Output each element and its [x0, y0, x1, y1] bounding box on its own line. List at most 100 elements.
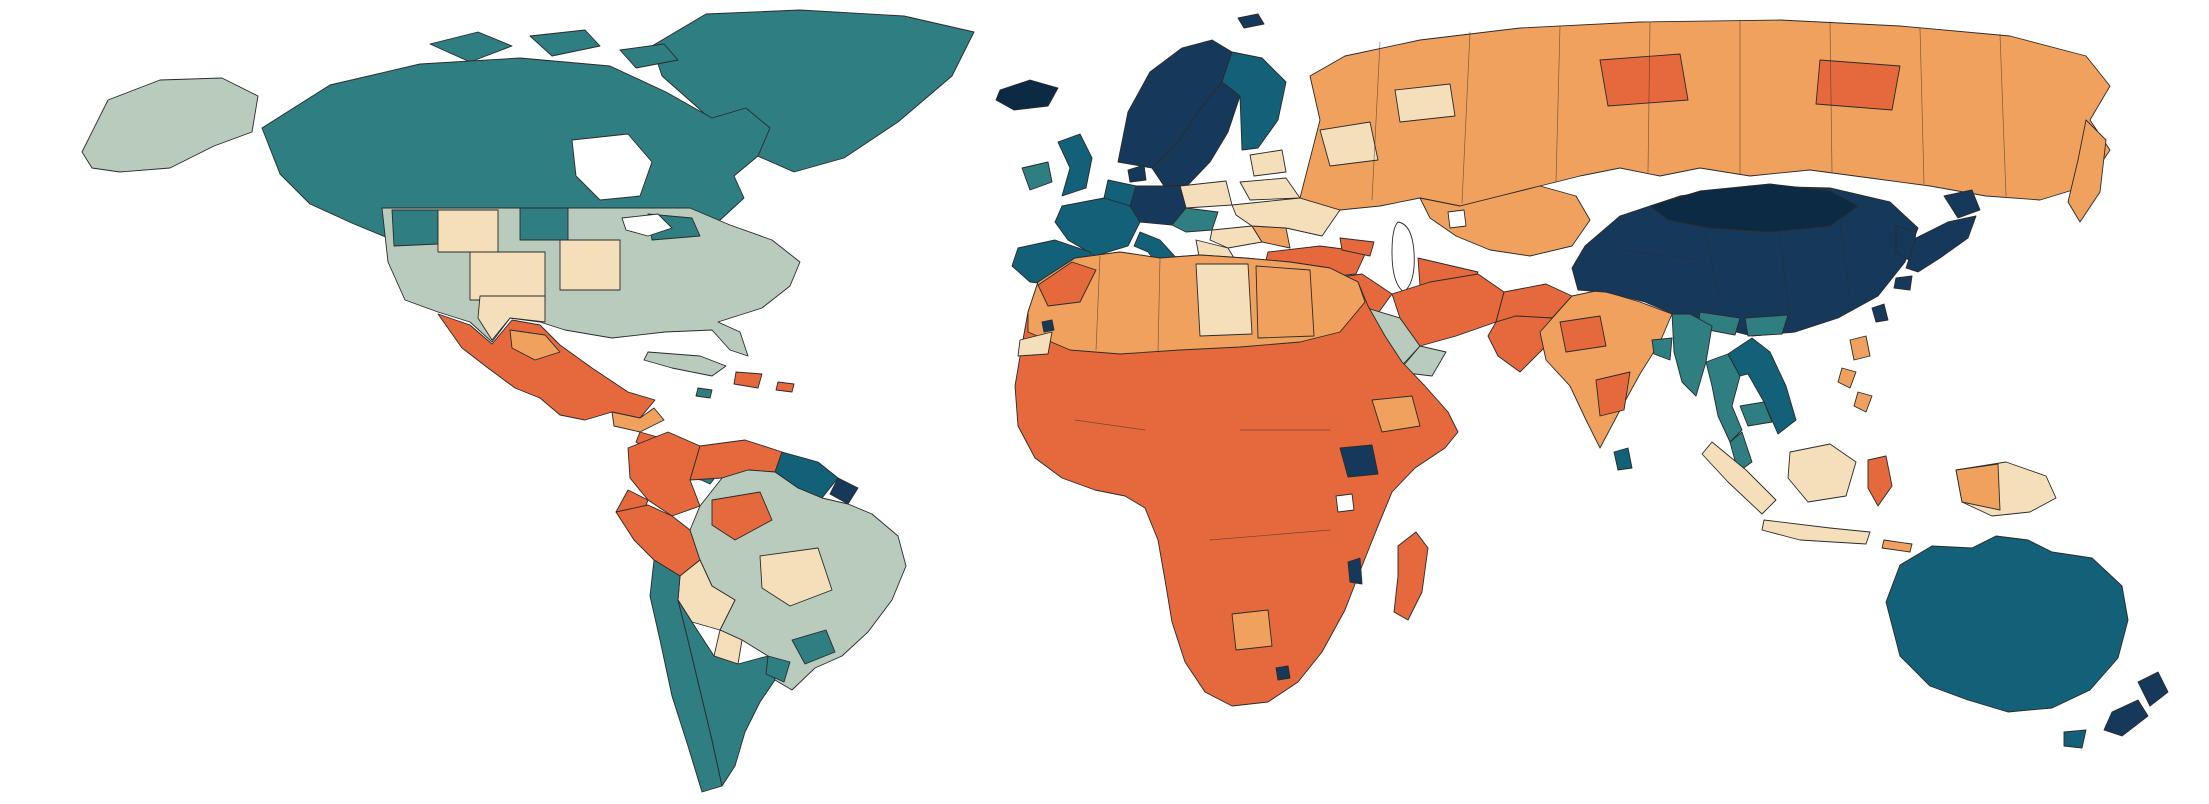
lake-victoria	[1335, 493, 1355, 513]
admin-border-line	[1461, 31, 1471, 204]
admin-border-line	[1779, 234, 1791, 321]
admin-border-line	[1095, 255, 1101, 351]
region-poland	[1179, 180, 1233, 209]
western-sahara-dark-dot	[1041, 319, 1055, 333]
region-vietnam-laos	[1727, 337, 1797, 435]
hudson-bay	[571, 133, 653, 201]
brazil-state-patch	[759, 547, 833, 607]
india-state-patch	[1595, 371, 1631, 417]
region-puerto-rico	[775, 381, 795, 393]
region-lesser-sunda	[1881, 539, 1913, 553]
region-philippines	[1853, 391, 1873, 413]
region-svalbard	[1237, 13, 1265, 29]
region-taiwan	[1871, 303, 1889, 323]
region-sumatra	[1701, 441, 1777, 515]
region-bangladesh	[1651, 337, 1673, 361]
region-mexico	[437, 313, 656, 421]
region-czech-austria	[1171, 207, 1219, 233]
admin-border-line	[1209, 529, 1331, 541]
region-madagascar	[1393, 531, 1429, 621]
us-state-patch	[519, 207, 569, 241]
region-france	[1054, 197, 1141, 257]
region-uruguay	[765, 655, 791, 683]
brazil-state-patch	[791, 629, 836, 665]
region-alaska	[81, 77, 259, 173]
india-state-patch	[1559, 315, 1607, 353]
us-state-patch	[559, 239, 621, 291]
admin-border-line	[1647, 21, 1651, 173]
region-denmark	[1127, 164, 1147, 183]
region-australia	[1885, 535, 2129, 713]
region-new-zealand-north	[2137, 671, 2169, 707]
admin-border-line	[1619, 249, 1701, 261]
region-caucasus	[1339, 237, 1375, 257]
us-state-patch	[391, 209, 439, 247]
us-state-patch	[469, 251, 546, 301]
us-state-patch	[477, 295, 546, 341]
region-egypt	[1255, 265, 1315, 339]
russia-region-patch	[1815, 59, 1901, 111]
china-south-patch	[1744, 314, 1789, 337]
region-cuba	[643, 351, 727, 377]
region-sweden	[1151, 81, 1241, 187]
region-kazakhstan	[1419, 185, 1591, 257]
arctic-island	[429, 31, 513, 63]
region-morocco	[1037, 261, 1097, 307]
region-myanmar	[1671, 313, 1713, 397]
region-java	[1761, 519, 1871, 545]
admin-border-line	[1839, 219, 1851, 301]
region-jamaica	[695, 387, 713, 399]
region-japan-honshu	[1905, 215, 1977, 273]
region-philippines	[1849, 335, 1871, 361]
region-lesotho	[1275, 665, 1291, 681]
region-uk	[1057, 133, 1093, 197]
region-philippines	[1837, 367, 1857, 389]
region-malawi	[1347, 557, 1363, 585]
region-borneo	[1787, 443, 1857, 503]
region-east-africa-dark	[1339, 444, 1379, 478]
great-lakes	[621, 213, 673, 237]
region-kamchatka	[2067, 119, 2107, 223]
region-mongolia	[1649, 183, 1859, 233]
russia-region-patch	[1394, 83, 1456, 123]
region-new-guinea-west	[1955, 463, 2001, 511]
world-map	[81, 9, 2169, 793]
region-oman	[1397, 345, 1447, 377]
region-belarus	[1239, 177, 1301, 201]
admin-border-line	[1074, 419, 1146, 431]
region-yucatan	[611, 407, 665, 433]
region-ireland	[1021, 161, 1053, 191]
russia-region-patch	[1319, 121, 1379, 167]
caspian-sea	[1391, 221, 1415, 293]
admin-border-line	[1555, 25, 1561, 183]
region-hispaniola	[733, 371, 763, 389]
admin-border-line	[1157, 257, 1161, 353]
us-state-patch	[437, 209, 499, 253]
admin-border-line	[1919, 27, 1925, 185]
region-western-sahara	[1017, 331, 1053, 357]
region-india	[1539, 289, 1673, 449]
brazil-state-patch	[711, 491, 773, 541]
region-cambodia	[1739, 401, 1773, 427]
aral-sea	[1447, 209, 1467, 229]
region-botswana	[1231, 609, 1273, 651]
region-sri-lanka	[1613, 447, 1633, 471]
region-japan-hokkaido	[1943, 189, 1981, 219]
russia-region-patch	[1599, 53, 1689, 107]
arctic-island	[529, 29, 601, 57]
mexico-state-patch	[509, 329, 561, 361]
admin-border-line	[1829, 21, 1833, 173]
region-iceland	[995, 79, 1059, 111]
arctic-island	[619, 43, 679, 69]
region-finland	[1221, 51, 1287, 151]
region-ethiopia	[1371, 395, 1421, 433]
admin-border-line	[1371, 41, 1381, 201]
region-baltics	[1249, 149, 1287, 177]
region-japan-kyushu	[1893, 275, 1913, 291]
region-hungary	[1209, 225, 1263, 249]
region-argentina	[677, 599, 776, 787]
region-new-zealand-south	[2103, 699, 2149, 737]
region-pakistan	[1487, 315, 1553, 373]
